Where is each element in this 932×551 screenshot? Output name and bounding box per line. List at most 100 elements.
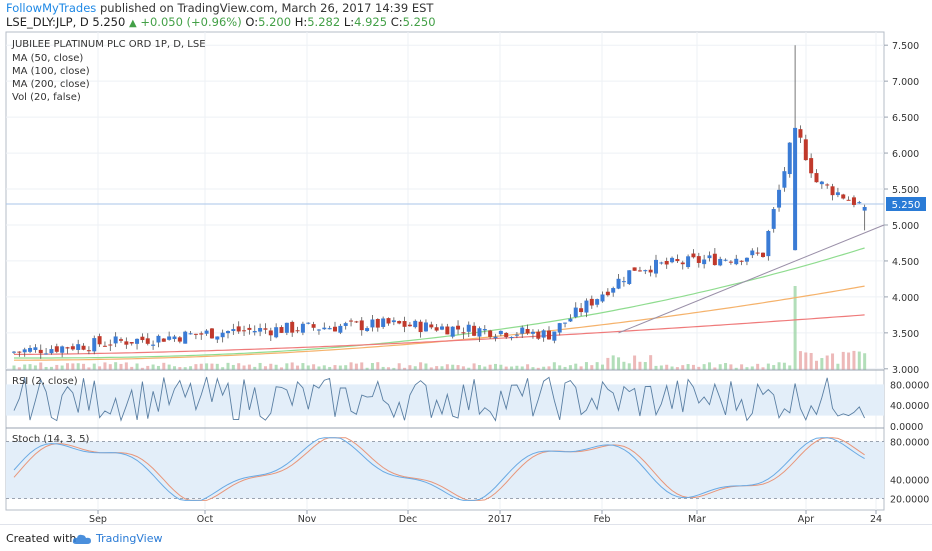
candle-body [846,199,851,201]
candle-body [209,328,214,339]
volume-bar [119,363,123,370]
price-tick-label: 5.500 [892,185,919,196]
candle-body [819,181,824,185]
volume-bar [322,365,326,370]
candle-body [44,353,49,355]
price-chart[interactable]: 0.0000 40.0000 80.0000 20.0000 40.0000 80.00… [0,0,932,524]
volume-bar [579,366,583,370]
candle-body [525,328,530,334]
price-tick-label: 7.000 [892,77,919,88]
volume-bar [643,362,647,370]
candle-body [498,330,503,335]
volume-bar [756,363,760,370]
candle-body [595,299,600,305]
candle-body [579,308,584,313]
volume-bar [766,363,770,370]
candle-body [60,346,65,353]
candle-body [215,336,220,340]
volume-bar [857,351,861,370]
candle-body [423,322,428,332]
candle-body [306,322,311,324]
trend-line [618,224,885,334]
volume-bar [338,365,342,370]
candle-body [461,332,466,334]
candle-body [119,339,123,341]
stoch-tick-label: 80.0000 [890,438,929,449]
candle-body [654,259,658,274]
candle-body [466,324,471,332]
tradingview-brand[interactable]: TradingView [96,532,163,545]
candle-body [456,325,461,330]
volume-bar [403,367,407,370]
volume-bar [231,364,235,370]
volume-bar [654,365,658,370]
candle-body [284,322,289,333]
candle-body [140,336,145,341]
candle-body [509,336,514,339]
volume-bar [686,364,690,370]
footer: Created with TradingView [0,524,932,551]
candle-body [375,319,380,328]
volume-bar [76,363,80,370]
rsi-tick-label: 80.0000 [890,380,929,391]
volume-bar [611,355,615,370]
candle-body [167,336,172,340]
volume-bar [836,363,840,370]
volume-bar [622,361,626,370]
volume-bar [435,366,439,370]
candle-body [418,321,423,333]
candle-body [504,332,509,338]
candle-body [857,202,862,204]
volume-bar [847,352,851,370]
volume-bar [745,367,749,370]
candle-body [12,351,16,353]
volume-bar [66,363,69,370]
candle-body [600,294,605,302]
volume-bar [135,363,139,370]
volume-bar [552,362,556,370]
volume-bar [638,361,642,370]
candle-body [589,298,594,306]
volume-bar [210,363,214,370]
candle-body [482,329,487,331]
candle-body [113,336,118,344]
volume-bar [494,363,497,370]
volume-bar [103,362,107,370]
volume-bar [301,363,305,370]
candle-body [718,258,723,266]
volume-bar [151,364,155,370]
candle-body [172,336,177,340]
candle-body [274,327,279,338]
volume-bar [499,364,503,370]
volume-bar [777,362,781,370]
volume-bar [55,364,59,370]
candle-body [247,327,252,330]
candle-body [520,327,525,334]
volume-bar [108,364,112,370]
volume-bar [263,366,267,370]
candle-body [365,328,370,332]
ma-line-2 [14,314,865,355]
price-tick-label: 7.500 [892,41,919,52]
time-tick-label: 2017 [488,514,512,524]
candle-body [343,323,348,326]
candle-body [54,346,59,352]
candle-body [841,194,846,199]
volume-bar [483,366,487,370]
volume-bar [274,364,278,370]
volume-bar [419,362,423,370]
volume-bar [590,365,594,370]
volume-bar [387,367,390,370]
publisher-link[interactable]: FollowMyTrades [6,1,97,15]
volume-bar [173,366,176,370]
volume-bar [413,366,417,370]
candle-body [659,262,664,264]
volume-bar [242,365,246,370]
volume-bar [734,367,738,370]
candle-body [108,344,113,346]
stoch-band [6,441,884,499]
candle-body [680,262,685,265]
price-tick-label: 4.000 [892,293,919,304]
stoch-k-line [13,437,865,501]
candle-body [33,347,38,350]
